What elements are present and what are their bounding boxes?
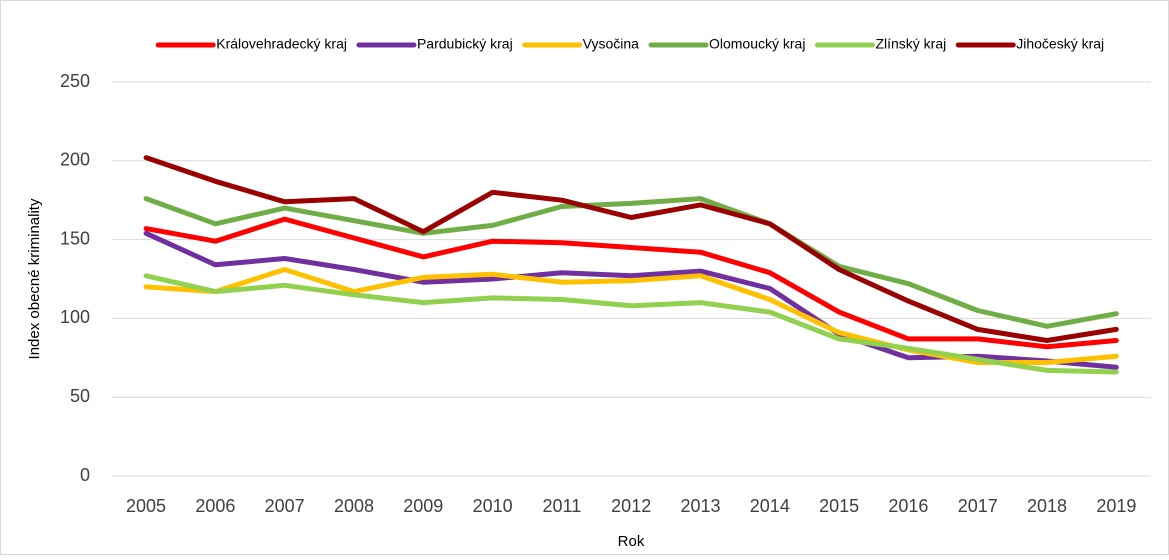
x-tick-label: 2011 <box>543 496 582 516</box>
x-tick-label: 2008 <box>334 496 374 516</box>
y-tick-label: 0 <box>80 465 90 485</box>
x-tick-label: 2013 <box>680 496 720 516</box>
legend-label: Pardubický kraj <box>417 36 513 52</box>
legend-label: Olomoucký kraj <box>709 36 805 52</box>
x-tick-label: 2017 <box>958 496 998 516</box>
legend-label: Vysočina <box>583 36 640 52</box>
x-tick-label: 2006 <box>195 496 235 516</box>
y-tick-label: 100 <box>60 307 90 327</box>
y-tick-label: 50 <box>70 386 90 406</box>
data-line <box>143 196 1119 329</box>
x-tick-label: 2018 <box>1027 496 1067 516</box>
x-tick-label: 2005 <box>126 496 166 516</box>
y-tick-label: 150 <box>60 228 90 248</box>
x-tick-label: 2016 <box>888 496 928 516</box>
x-tick-label: 2015 <box>819 496 859 516</box>
y-tick-label: 250 <box>60 71 90 91</box>
x-tick-label: 2014 <box>750 496 790 516</box>
data-line <box>143 216 1119 350</box>
data-line <box>143 273 1119 375</box>
y-tick-label: 200 <box>60 150 90 170</box>
data-line <box>143 267 1119 365</box>
legend-label: Jihočeský kraj <box>1016 36 1104 52</box>
x-axis-title: Rok <box>618 533 645 550</box>
x-tick-label: 2019 <box>1096 496 1136 516</box>
x-tick-label: 2012 <box>611 496 651 516</box>
x-tick-label: 2010 <box>473 496 513 516</box>
x-tick-label: 2007 <box>265 496 305 516</box>
legend: Královehradecký kraj Pardubický kraj Vysoč… <box>155 36 1104 52</box>
x-tick-label: 2009 <box>403 496 443 516</box>
legend-label: Královehradecký kraj <box>216 36 347 52</box>
legend-label: Zlínský kraj <box>875 36 946 52</box>
data-line <box>143 155 1119 343</box>
y-axis-title: Index obecné kriminality <box>26 198 43 359</box>
